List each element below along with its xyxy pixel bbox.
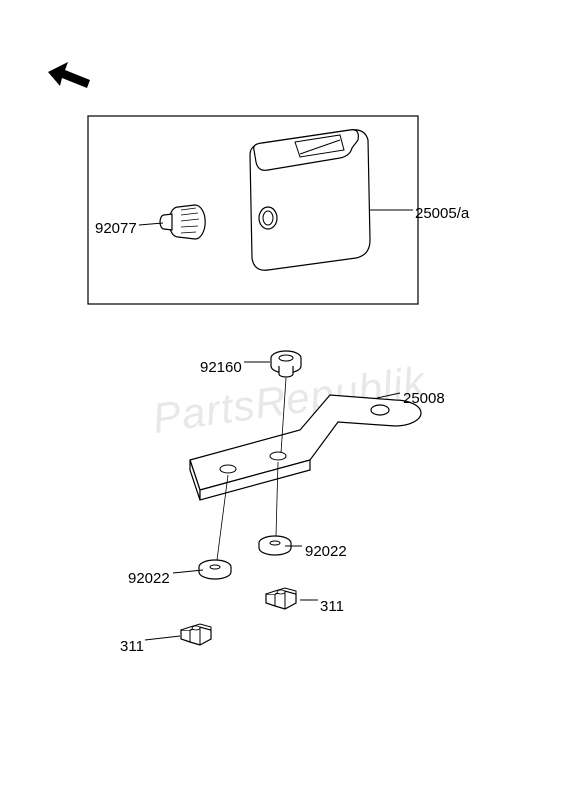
nut-right-icon: [266, 588, 296, 609]
part-label-25008: 25008: [403, 390, 445, 407]
nut-left-icon: [181, 624, 211, 645]
part-label-92160: 92160: [200, 359, 242, 376]
bracket-icon: [190, 395, 421, 500]
part-label-311_left: 311: [120, 638, 144, 655]
knob-icon: [160, 205, 205, 239]
damper-icon: [271, 351, 301, 377]
part-label-92022_left: 92022: [128, 570, 170, 587]
part-label-311_right: 311: [320, 598, 344, 615]
washer-left-icon: [199, 560, 231, 579]
part-label-92077: 92077: [95, 220, 137, 237]
meter-housing-icon: [250, 130, 370, 271]
part-label-25005a: 25005/a: [415, 205, 469, 222]
leader-lines: [139, 210, 413, 640]
parts-diagram-svg: [0, 0, 578, 800]
part-label-92022_right: 92022: [305, 543, 347, 560]
front-arrow-icon: [48, 62, 90, 88]
